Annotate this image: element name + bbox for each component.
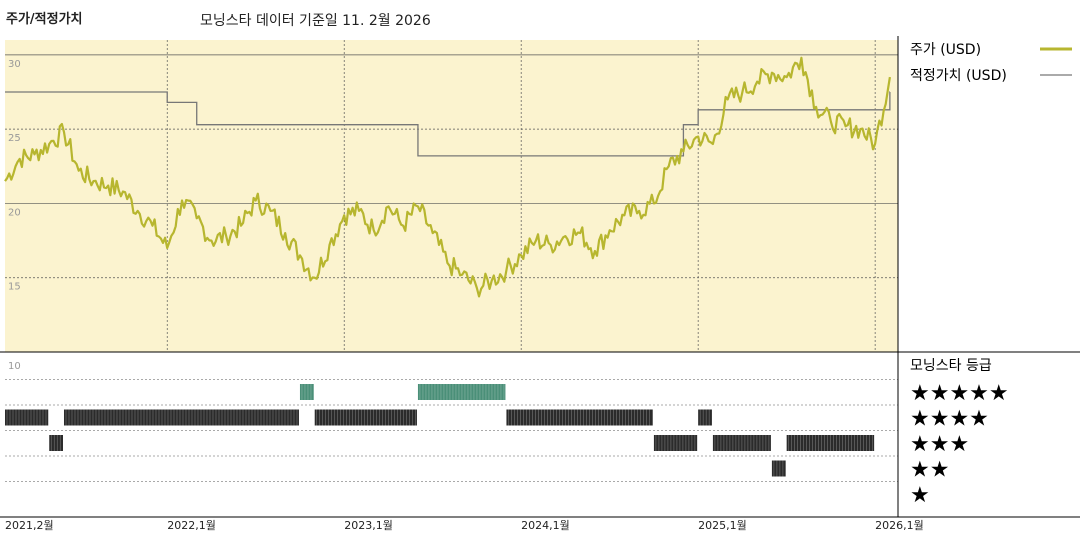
price-line <box>4 56 891 298</box>
rating-bar-4-star <box>5 409 49 426</box>
y-axis-ticks: 15 20 25 30 <box>8 59 21 293</box>
y-tick-label: 30 <box>8 59 21 70</box>
legend-price-label: 주가 (USD) <box>910 42 981 58</box>
data-date-subtitle: 모닝스타 데이터 기준일 11. 2월 2026 <box>200 13 431 29</box>
rating-bar-5-star <box>417 384 506 400</box>
rating-legend-title: 모닝스타 등급 <box>910 358 992 374</box>
x-tick-label: 2022,1월 <box>167 519 216 532</box>
rating-bar-3-star <box>712 435 771 451</box>
price-series <box>4 56 891 298</box>
x-axis-ticks: 2021,2월 2022,1월 2023,1월 2024,1월 2025,1월 2026,… <box>5 519 924 532</box>
star-level-4: ★★★★ <box>910 407 989 432</box>
rating-bar-3-star <box>49 435 63 451</box>
chart-title: 주가/적정가치 <box>6 12 83 27</box>
x-tick-label: 2025,1월 <box>698 519 747 532</box>
rating-grid <box>5 379 898 482</box>
rating-bar-2-star <box>771 460 786 477</box>
star-level-2: ★★ <box>910 458 949 483</box>
rating-bar-4-star <box>314 409 417 426</box>
legend-fair-label: 적정가치 (USD) <box>910 68 1007 84</box>
rating-panel-bg <box>5 352 898 517</box>
star-level-1: ★ <box>910 483 930 508</box>
rating-bar-4-star <box>698 409 712 426</box>
star-level-5: ★★★★★ <box>910 381 1009 406</box>
fair-value-line <box>5 91 891 157</box>
star-legend: ★★★★★★★★★★★★★★★ <box>910 381 1009 508</box>
x-tick-label: 2021,2월 <box>5 519 54 532</box>
x-tick-label: 2023,1월 <box>344 519 393 532</box>
rating-bar-4-star <box>506 409 653 426</box>
y-tick-label: 15 <box>8 282 21 293</box>
x-tick-label: 2024,1월 <box>521 519 570 532</box>
fair-value-series <box>5 91 891 157</box>
y-tick-label: 20 <box>8 207 21 218</box>
price-panel-bg <box>5 40 898 352</box>
rating-bar-4-star <box>63 409 299 426</box>
y-tick-label: 25 <box>8 133 21 144</box>
rating-y-tick: 10 <box>8 361 21 372</box>
star-level-3: ★★★ <box>910 432 969 457</box>
rating-bar-3-star <box>786 435 875 451</box>
rating-bars <box>5 384 875 477</box>
x-tick-label: 2026,1월 <box>875 519 924 532</box>
rating-bar-3-star <box>653 435 698 451</box>
rating-bar-5-star <box>299 384 314 400</box>
